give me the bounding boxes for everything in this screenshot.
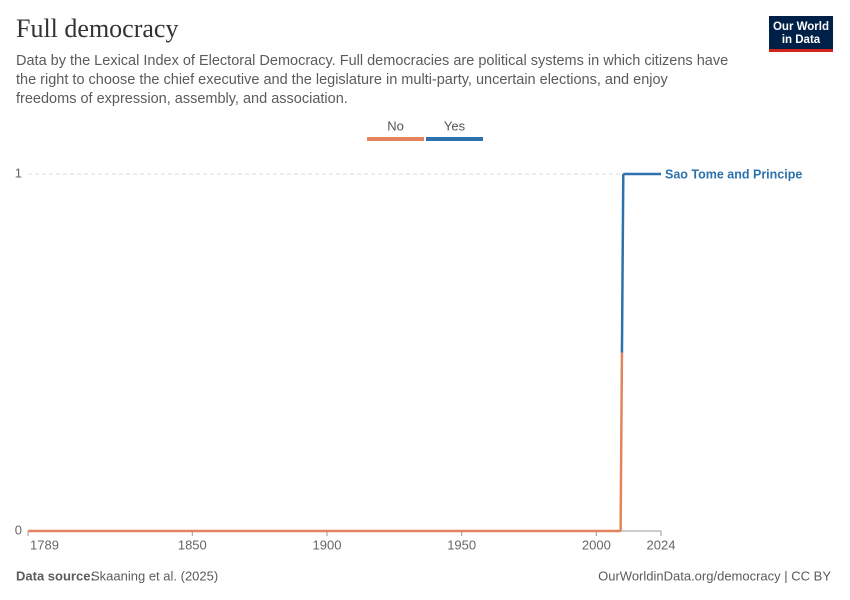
logo-text: Our World	[773, 21, 829, 33]
logo-box	[769, 16, 833, 49]
url[interactable]: OurWorldinData.org/democracy | CC BY	[598, 568, 831, 583]
x-tick-label: 2024	[647, 537, 676, 552]
subtitle: the right to choose the chief executive …	[16, 72, 669, 88]
line-segment	[619, 173, 625, 532]
source: Skaaning et al. (2025)	[91, 568, 218, 583]
x-tick-label: 1950	[447, 537, 476, 552]
subtitle: freedoms of expression, assembly, and as…	[16, 91, 348, 107]
series-label: Sao Tome and Principe	[665, 167, 802, 181]
legend-label: Yes	[444, 118, 466, 133]
legend-swatch	[367, 137, 424, 141]
x-tick-label: 2000	[582, 537, 611, 552]
chart-title: Full democracy	[16, 14, 178, 43]
x-tick-label: 1900	[313, 537, 342, 552]
y-tick-label: 0	[15, 522, 22, 537]
logo[interactable]: Our World in Data	[769, 16, 833, 52]
logo-text: in Data	[782, 34, 821, 46]
x-tick-label: 1850	[178, 537, 207, 552]
subtitle: Data by the Lexical Index of Electoral D…	[16, 53, 728, 69]
y-tick-label: 1	[15, 165, 22, 180]
source-label: Data source:	[16, 568, 95, 583]
x-tick-label: 1789	[30, 537, 59, 552]
legend-label: No	[387, 118, 404, 133]
legend-swatch	[426, 137, 483, 141]
logo-bar	[769, 49, 833, 52]
